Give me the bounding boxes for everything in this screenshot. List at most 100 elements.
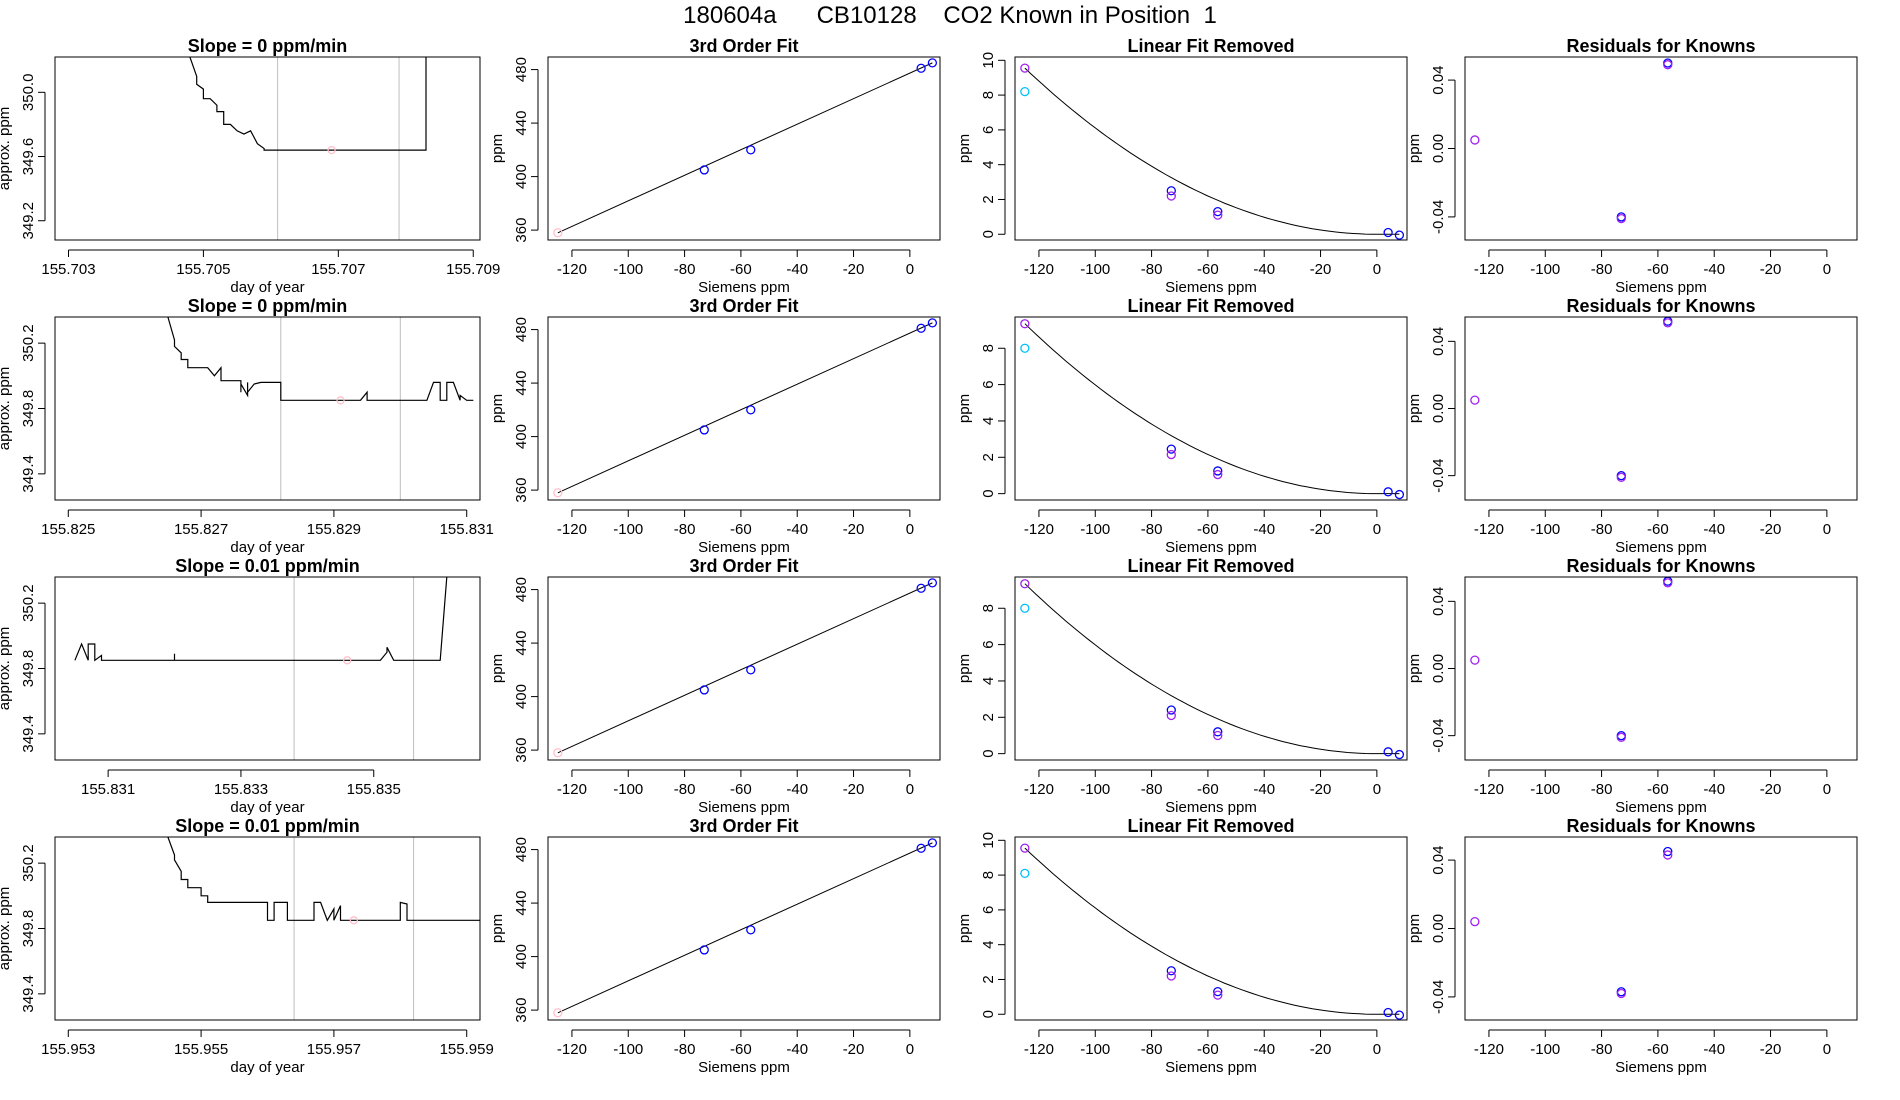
panel-r4-resid: Residuals for Knowns -120 -100 -80 -60 -40 -20… — [1406, 816, 1858, 1076]
series-line-trace — [167, 837, 480, 922]
data-point — [927, 58, 938, 68]
data-point — [1020, 843, 1030, 853]
plot-frame — [54, 316, 481, 501]
x-tick-label: -80 — [1591, 781, 1613, 798]
data-point — [1213, 210, 1223, 220]
x-tick-label: -60 — [1197, 521, 1219, 538]
x-tick-label: -100 — [613, 1041, 643, 1058]
data-point — [1166, 191, 1176, 201]
plot-area — [1470, 317, 1673, 482]
x-tick-label: -20 — [1760, 521, 1782, 538]
data-point — [916, 63, 926, 73]
x-axis-label: Siemens ppm — [1165, 279, 1257, 296]
data-point — [1213, 990, 1223, 1000]
plot-frame — [1014, 836, 1408, 1021]
plot-frame — [1464, 576, 1858, 761]
plot-frame — [1464, 316, 1858, 501]
x-tick-label: 155.705 — [176, 261, 230, 278]
x-tick-label: -80 — [1591, 1041, 1613, 1058]
y-axis-label: ppm — [956, 654, 973, 683]
y-tick-label: 400 — [513, 944, 530, 969]
x-tick-label: -40 — [786, 1041, 808, 1058]
y-tick-label: 8 — [980, 871, 997, 879]
x-tick-label: 0 — [1823, 1041, 1831, 1058]
y-axis-label: ppm — [489, 914, 506, 943]
plot-frame — [547, 836, 941, 1021]
data-point — [699, 945, 709, 955]
y-axis-label: approx. ppm — [0, 107, 13, 190]
y-axis-label: approx. ppm — [0, 627, 13, 710]
data-point — [1166, 449, 1176, 460]
x-tick-label: -60 — [1197, 261, 1219, 278]
x-tick-label: -80 — [1141, 521, 1163, 538]
data-point — [1213, 466, 1223, 476]
data-point — [927, 838, 938, 848]
x-tick-label: -60 — [1197, 1041, 1219, 1058]
x-tick-label: -80 — [1141, 1041, 1163, 1058]
data-point — [1470, 655, 1480, 665]
data-point — [746, 405, 756, 415]
x-tick-label: -120 — [557, 521, 587, 538]
x-tick-label: -80 — [674, 1041, 696, 1058]
plot-frame — [1014, 576, 1408, 761]
data-point — [746, 665, 756, 675]
y-tick-label: 480 — [513, 57, 530, 82]
y-tick-label: 10 — [980, 52, 997, 69]
x-tick-label: -20 — [1760, 261, 1782, 278]
x-tick-label: 0 — [906, 781, 914, 798]
y-tick-label: 6 — [980, 906, 997, 914]
data-point — [1616, 732, 1626, 742]
panel-title: Linear Fit Removed — [1127, 36, 1294, 56]
y-tick-label: 0.04 — [1430, 587, 1447, 616]
x-tick-label: 155.833 — [214, 781, 268, 798]
plot-frame — [54, 836, 481, 1021]
x-tick-label: -20 — [1760, 1041, 1782, 1058]
y-tick-label: 350.2 — [20, 584, 37, 622]
x-tick-label: 155.831 — [440, 521, 494, 538]
data-point — [1616, 472, 1626, 482]
y-axis-label: ppm — [956, 134, 973, 163]
x-tick-label: -120 — [557, 781, 587, 798]
x-tick-label: 155.831 — [81, 781, 135, 798]
panel-title: 3rd Order Fit — [689, 816, 798, 836]
fit-curve — [1024, 323, 1400, 495]
x-axis-label: Siemens ppm — [1165, 799, 1257, 816]
data-point — [1394, 1010, 1405, 1020]
panel-title: 3rd Order Fit — [689, 296, 798, 316]
plot-frame — [547, 316, 941, 501]
mean-point — [327, 145, 336, 155]
data-point — [1213, 986, 1223, 997]
x-tick-label: -120 — [1024, 521, 1054, 538]
x-tick-label: -80 — [1591, 261, 1613, 278]
x-tick-label: -40 — [1703, 261, 1725, 278]
x-tick-label: 0 — [1373, 781, 1381, 798]
page-title: 180604a CB10128 CO2 Known in Position 1 — [683, 2, 1217, 29]
x-tick-label: 155.825 — [41, 521, 95, 538]
y-tick-label: 6 — [980, 380, 997, 388]
y-axis-label: ppm — [1406, 394, 1423, 423]
plot-area — [553, 578, 938, 758]
plot-frame — [1014, 56, 1408, 241]
x-tick-label: -100 — [1530, 1041, 1560, 1058]
x-tick-label: -120 — [1474, 781, 1504, 798]
x-tick-label: -60 — [730, 261, 752, 278]
y-tick-label: 360 — [513, 218, 530, 243]
data-point — [1663, 60, 1673, 70]
x-tick-label: -20 — [1310, 521, 1332, 538]
mean-point — [336, 396, 345, 405]
y-tick-label: 8 — [980, 344, 997, 352]
x-tick-label: 155.959 — [440, 1041, 494, 1058]
x-tick-label: 155.835 — [347, 781, 401, 798]
data-point — [699, 425, 709, 435]
plot-area — [1020, 843, 1405, 1020]
plot-area — [1470, 846, 1673, 999]
data-point — [1166, 705, 1176, 715]
y-axis-label: ppm — [1406, 134, 1423, 163]
y-tick-label: 4 — [980, 941, 997, 949]
panel-r1-resid: Residuals for Knowns -120 -100 -80 -60 -40 -20… — [1406, 36, 1858, 296]
x-tick-label: -120 — [1024, 781, 1054, 798]
data-point — [1616, 988, 1626, 999]
y-tick-label: -0.04 — [1430, 719, 1447, 753]
x-tick-label: -120 — [1024, 1041, 1054, 1058]
